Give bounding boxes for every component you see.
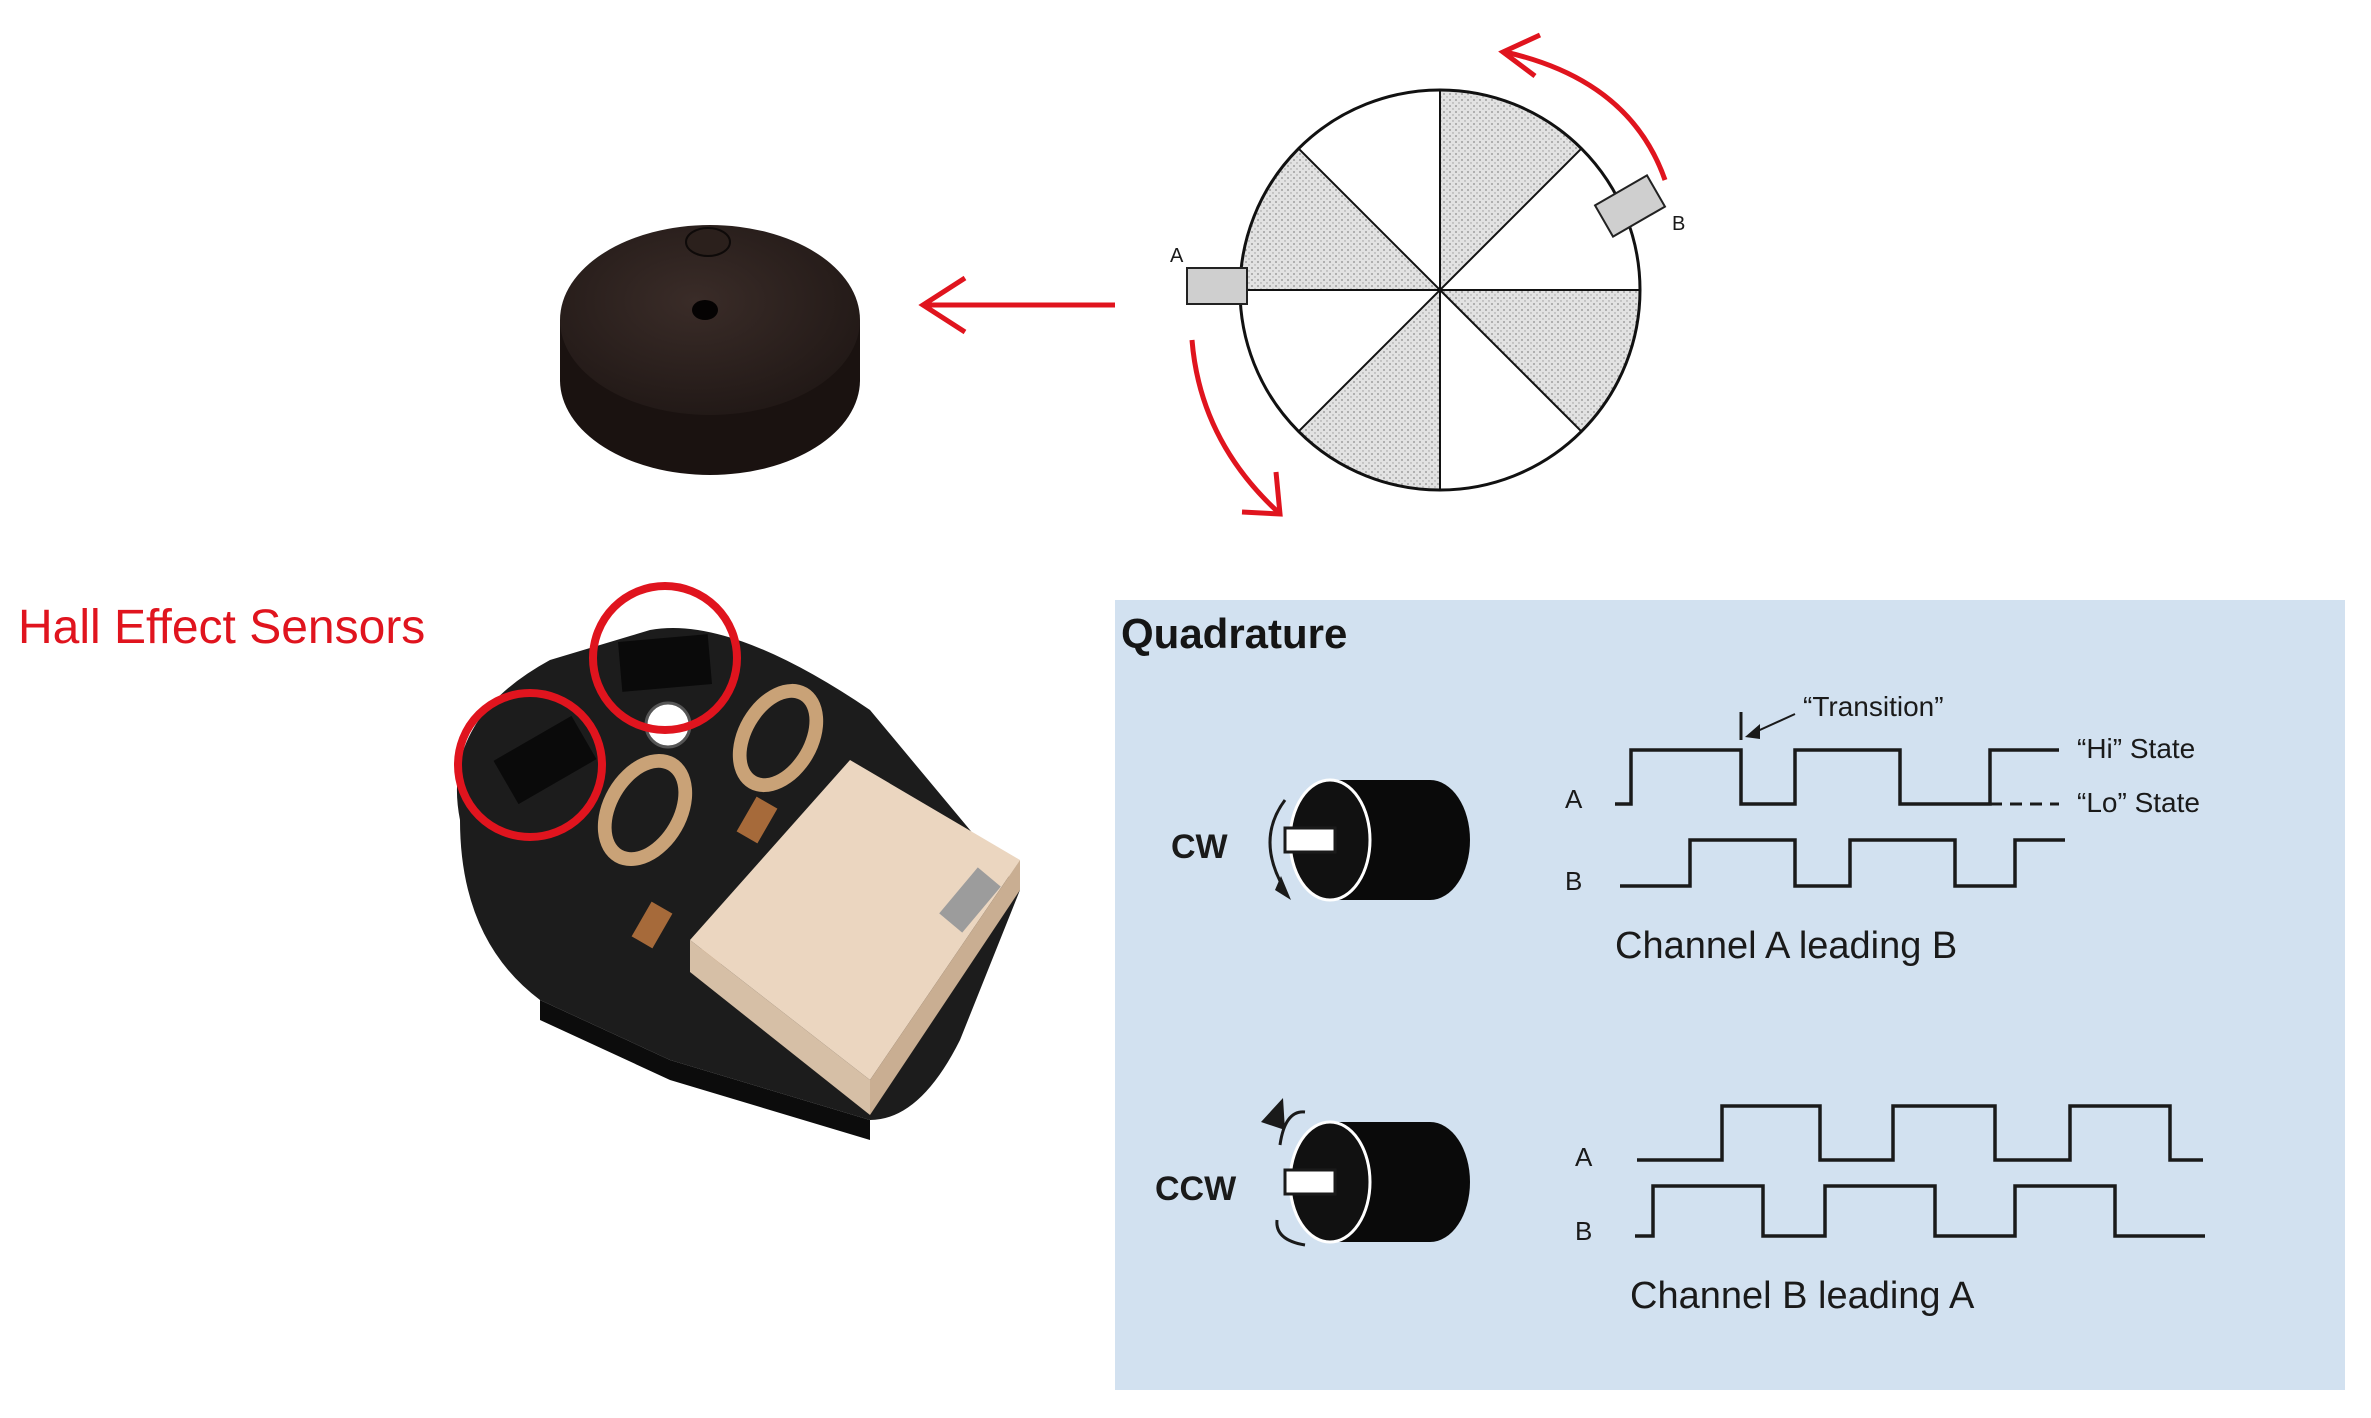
cw-motor-icon bbox=[1268, 778, 1470, 902]
cw-caption: Channel A leading B bbox=[1615, 925, 1957, 967]
quadrature-title: Quadrature bbox=[1121, 610, 1348, 657]
cw-channel-a-label: A bbox=[1565, 784, 1583, 814]
cw-label: CW bbox=[1171, 828, 1229, 866]
sensor-highlight-circle bbox=[589, 582, 741, 734]
magnet-disc-image bbox=[560, 225, 860, 475]
ccw-signal-b bbox=[1635, 1184, 2205, 1238]
quadrature-panel: Quadrature “Transition” CW A “Hi” State … bbox=[1115, 600, 2345, 1390]
hi-state-label: “Hi” State bbox=[2077, 733, 2195, 764]
ccw-caption: Channel B leading A bbox=[1630, 1275, 1975, 1317]
ccw-signal-a bbox=[1637, 1104, 2203, 1162]
lo-state-label: “Lo” State bbox=[2077, 787, 2200, 818]
arrow-left-icon bbox=[918, 275, 1115, 335]
encoder-pcb-image bbox=[454, 582, 1020, 1140]
ccw-label: CCW bbox=[1155, 1170, 1237, 1208]
sensor-b-block bbox=[1593, 174, 1667, 238]
sensor-a-block bbox=[1186, 267, 1248, 305]
cw-signal-b bbox=[1620, 838, 2065, 888]
transition-label: “Transition” bbox=[1803, 691, 1944, 722]
ccw-channel-b-label: B bbox=[1575, 1216, 1592, 1246]
cw-signal-a bbox=[1615, 748, 2015, 806]
ccw-motor-icon bbox=[1261, 1098, 1470, 1247]
hall-effect-label: Hall Effect Sensors bbox=[18, 601, 426, 654]
rotation-arrow-bottom bbox=[1189, 339, 1280, 514]
cw-channel-b-label: B bbox=[1565, 866, 1582, 896]
sensor-a-label: A bbox=[1170, 245, 1184, 267]
quadrature-diagram: “Transition” CW A “Hi” State “Lo” State … bbox=[1155, 691, 2205, 1317]
encoder-disk-diagram: A B bbox=[1170, 32, 1685, 517]
rotation-arrow-top bbox=[1504, 49, 1668, 181]
sensor-b-label: B bbox=[1672, 213, 1685, 235]
sensor-highlight-circle bbox=[454, 689, 606, 841]
ccw-channel-a-label: A bbox=[1575, 1142, 1593, 1172]
